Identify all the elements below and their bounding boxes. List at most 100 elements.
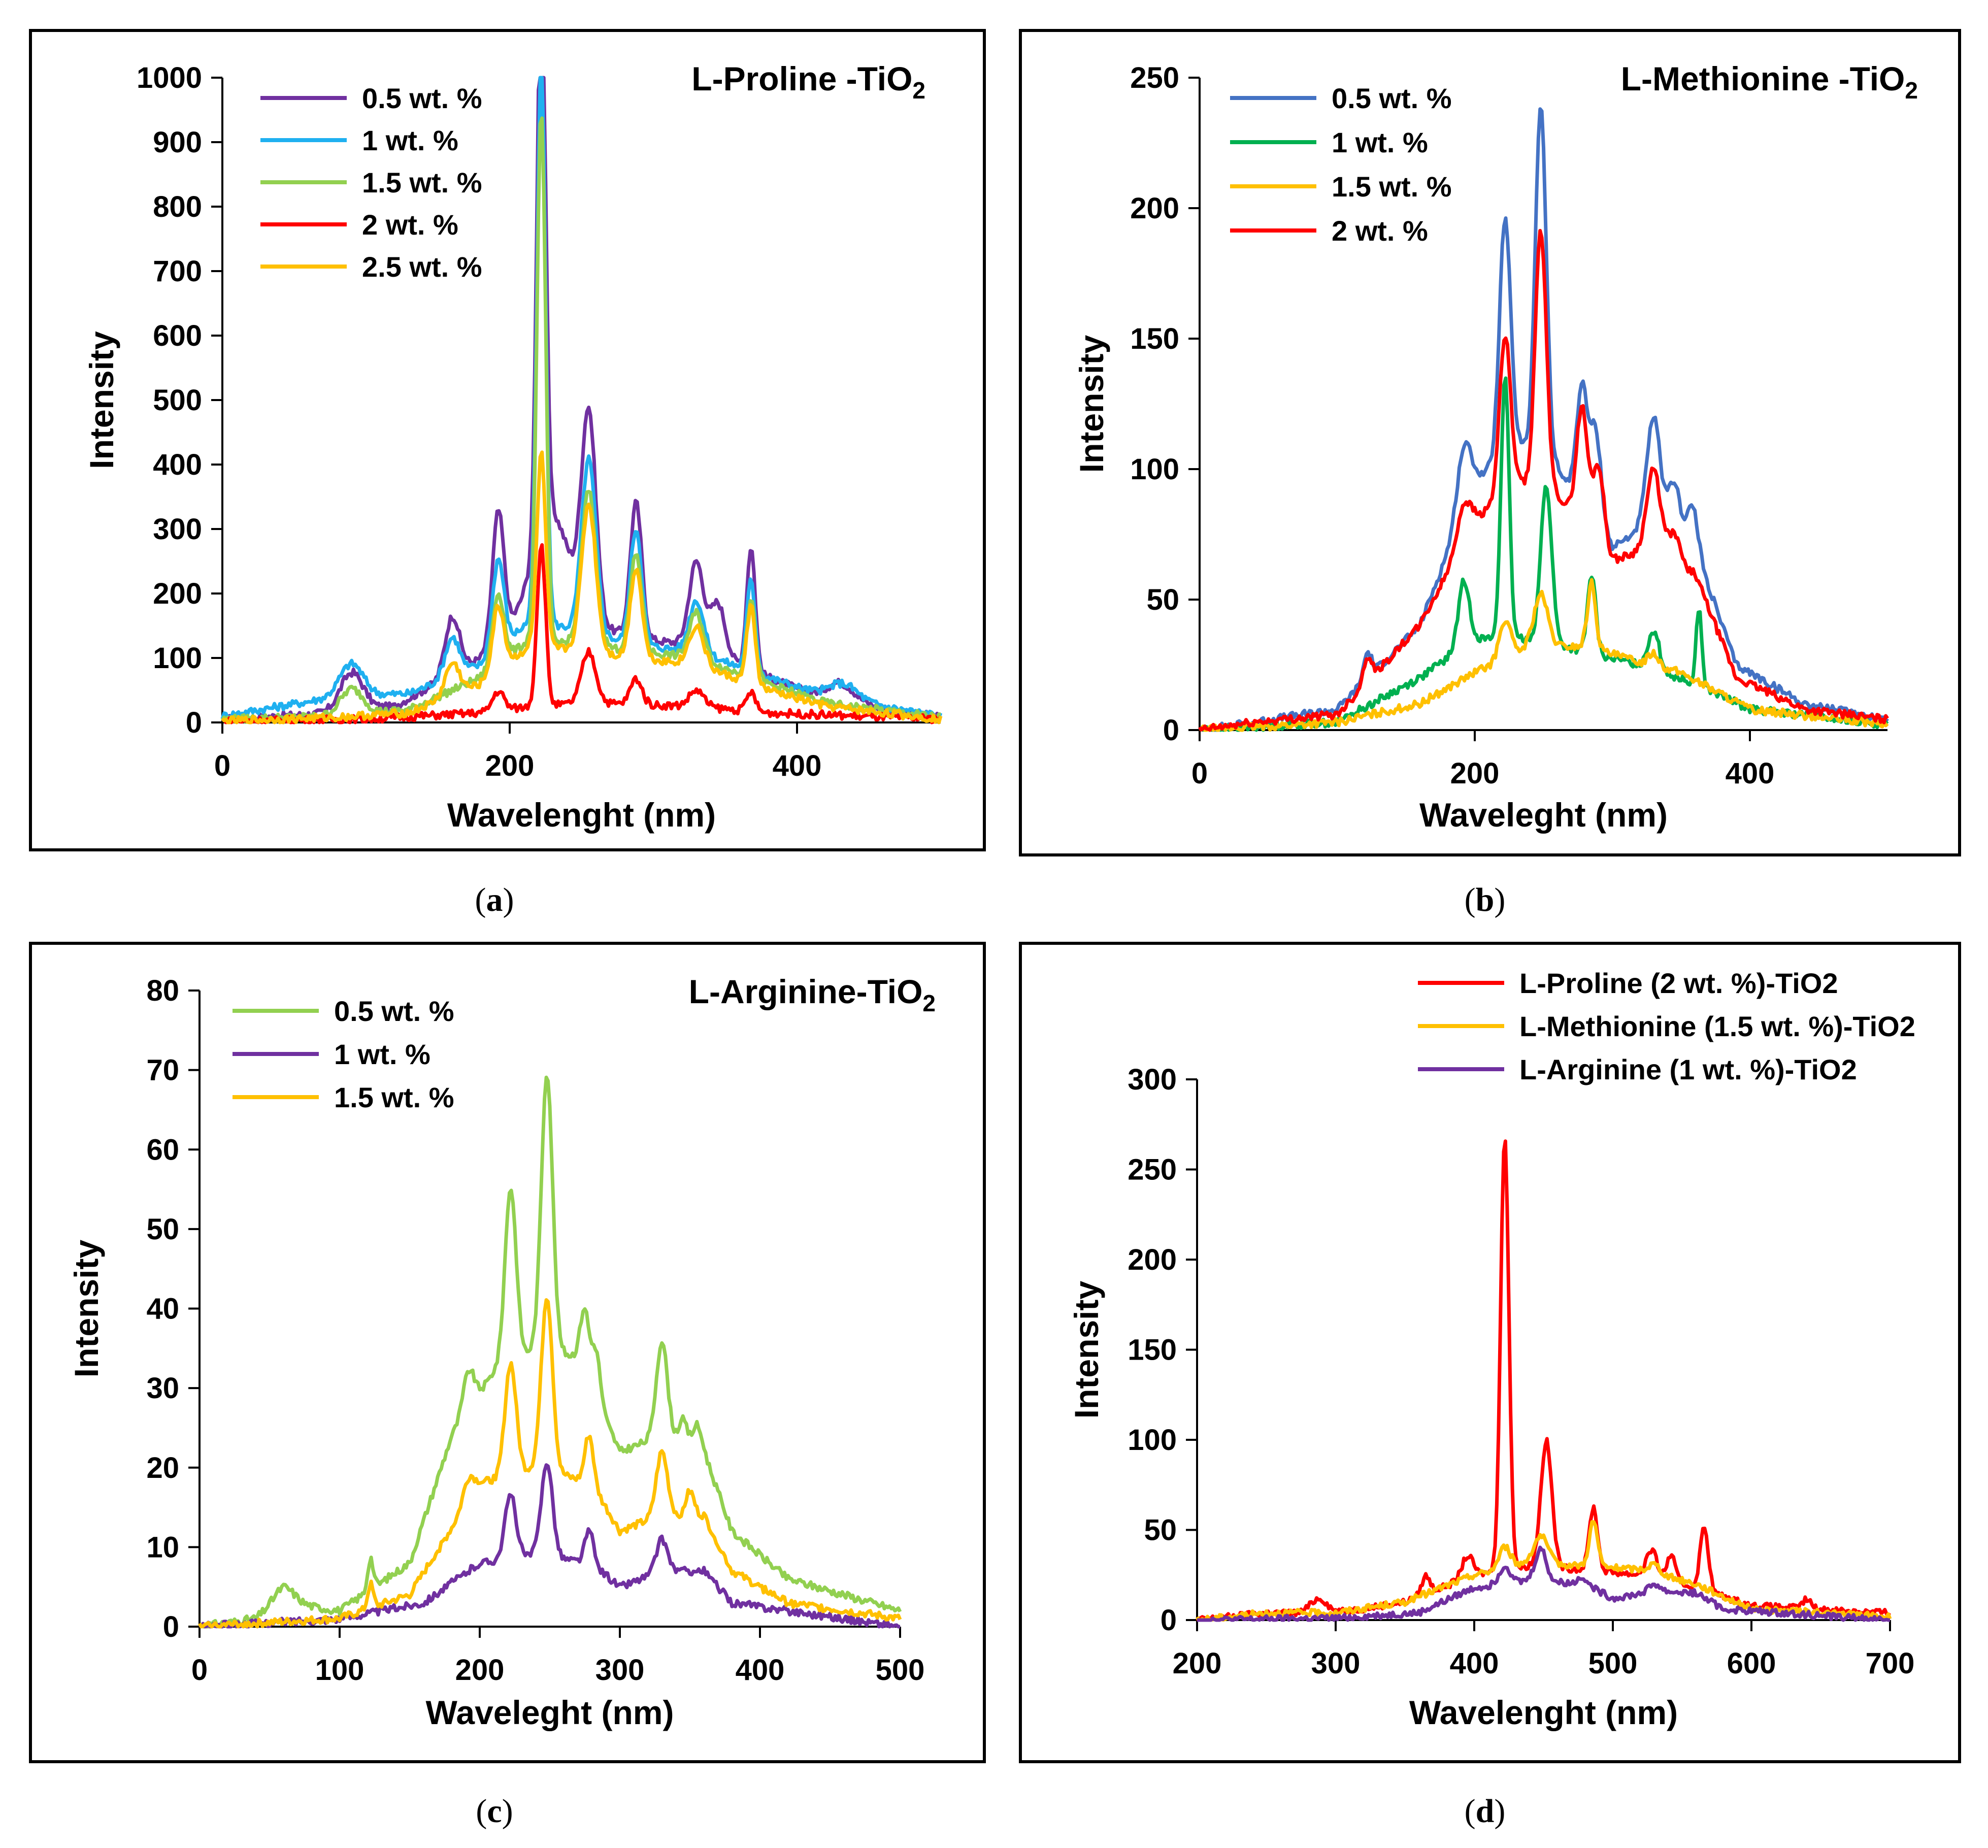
series-line [198,1075,902,1629]
x-axis-label: Waveleght (nm) [1419,796,1668,834]
legend-label: 1.5 wt. % [1332,171,1452,203]
y-tick-label: 400 [153,448,202,481]
x-tick-label: 400 [1450,1647,1499,1680]
x-tick-label: 600 [1727,1647,1776,1680]
chart-l-arginine: 0 10 20 30 40 50 60 70 80 0 100 200 300 400 500 Waveleg… [68,973,936,1731]
y-tick-label: 700 [153,255,202,288]
y-tick-label: 150 [1130,322,1179,355]
x-axis-label: Waveleght (nm) [426,1694,674,1731]
legend-label: 0.5 wt. % [334,995,454,1027]
legend-label: 2 wt. % [362,209,458,241]
y-tick-label: 50 [1144,1514,1177,1547]
series-line [1199,578,1889,732]
y-axis-label: Intensity [68,1240,105,1378]
x-tick-label: 500 [876,1654,925,1687]
x-tick-label: 200 [1450,757,1500,790]
chart-title: L-Arginine-TiO2 [689,973,936,1016]
y-tick-label: 0 [163,1610,179,1643]
series-line [197,1298,902,1629]
x-tick-label: 300 [1311,1647,1361,1680]
y-tick-label: 10 [146,1531,179,1564]
series-line [1198,228,1889,732]
y-tick-label: 0 [1163,714,1179,747]
y-tick-label: 600 [153,319,202,352]
y-axis-label: Intensity [83,331,120,469]
y-tick-label: 900 [153,126,202,159]
y-axis-label: Intensity [1073,335,1110,473]
y-tick-label: 250 [1130,61,1179,94]
caption-c: (c) [476,1793,513,1830]
legend-label: L-Proline (2 wt. %)-TiO2 [1519,967,1838,999]
legend-label: 1.5 wt. % [362,167,482,199]
legend-label: 1 wt. % [362,124,458,156]
y-tick-label: 300 [1128,1063,1177,1096]
y-tick-label: 40 [146,1293,179,1326]
x-axis-label: Wavelenght (nm) [447,796,716,834]
y-tick-label: 100 [1128,1424,1177,1457]
x-tick-label: 200 [485,749,535,782]
y-tick-label: 800 [153,190,202,223]
y-tick-label: 50 [146,1213,179,1246]
series-line [222,543,943,724]
series-line [1197,1545,1891,1622]
chart-title: L-Methionine -TiO2 [1621,60,1918,104]
legend-label: 1 wt. % [1332,126,1428,158]
x-tick-label: 400 [773,749,822,782]
x-tick-label: 300 [595,1654,645,1687]
chart-title: L-Proline -TiO2 [691,60,925,104]
y-tick-label: 100 [1130,453,1179,486]
chart-l-methionine: 0 50 100 150 200 250 0 200 400 Waveleght (nm) Inte… [1073,60,1918,834]
y-axis-label: Intensity [1068,1281,1105,1419]
legend-label: 2.5 wt. % [362,251,482,283]
y-tick-label: 60 [146,1133,179,1166]
x-tick-label: 0 [191,1654,208,1687]
caption-d: (d) [1464,1793,1506,1830]
chart-comparison: 0 50 100 150 200 250 300 200 300 400 500 600 700 Wave… [1068,967,1915,1731]
y-tick-label: 500 [153,384,202,417]
series-line [222,76,942,724]
y-tick-label: 200 [1128,1243,1177,1276]
x-tick-label: 100 [315,1654,365,1687]
y-tick-label: 200 [1130,192,1179,225]
series-line [1195,1520,1892,1622]
y-tick-label: 50 [1146,583,1179,616]
x-tick-label: 400 [736,1654,785,1687]
series-line [220,76,943,721]
legend-label: 2 wt. % [1332,215,1428,247]
series-line [1198,107,1889,732]
y-tick-label: 150 [1128,1334,1177,1367]
x-tick-label: 0 [1191,757,1208,790]
series-line [1196,1139,1892,1622]
y-tick-label: 0 [186,706,202,739]
x-tick-label: 0 [214,749,230,782]
series-line [220,116,941,724]
legend-label: L-Methionine (1.5 wt. %)-TiO2 [1519,1010,1915,1042]
y-tick-label: 80 [146,974,179,1007]
legend-label: 1.5 wt. % [334,1081,454,1113]
y-tick-label: 20 [146,1451,179,1484]
y-tick-label: 30 [146,1372,179,1405]
x-tick-label: 200 [1173,1647,1222,1680]
y-tick-label: 0 [1161,1604,1177,1637]
panel-a: 0 100 200 300 400 500 600 700 800 900 1000 0 200 400 W… [29,29,986,851]
series-line [1198,376,1889,732]
y-tick-label: 300 [153,513,202,546]
legend-label: 0.5 wt. % [362,82,482,114]
legend-label: 0.5 wt. % [1332,82,1452,114]
legend-label: L-Arginine (1 wt. %)-TiO2 [1519,1053,1857,1085]
x-tick-label: 200 [455,1654,505,1687]
panel-b: 0 50 100 150 200 250 0 200 400 Waveleght (nm) Inte… [1019,29,1961,856]
panel-c: 0 10 20 30 40 50 60 70 80 0 100 200 300 400 500 Waveleg… [29,942,986,1763]
x-axis-label: Wavelenght (nm) [1409,1694,1678,1731]
y-tick-label: 200 [153,577,202,610]
series-line [221,450,943,724]
panel-d: 0 50 100 150 200 250 300 200 300 400 500 600 700 Wave… [1019,942,1961,1763]
y-tick-label: 70 [146,1054,179,1087]
legend-label: 1 wt. % [334,1038,430,1070]
y-tick-label: 100 [153,642,202,675]
chart-l-proline: 0 100 200 300 400 500 600 700 800 900 1000 0 200 400 W… [83,60,943,834]
x-tick-label: 500 [1588,1647,1638,1680]
y-tick-label: 250 [1128,1153,1177,1186]
caption-a: (a) [475,881,514,918]
x-tick-label: 400 [1726,757,1775,790]
